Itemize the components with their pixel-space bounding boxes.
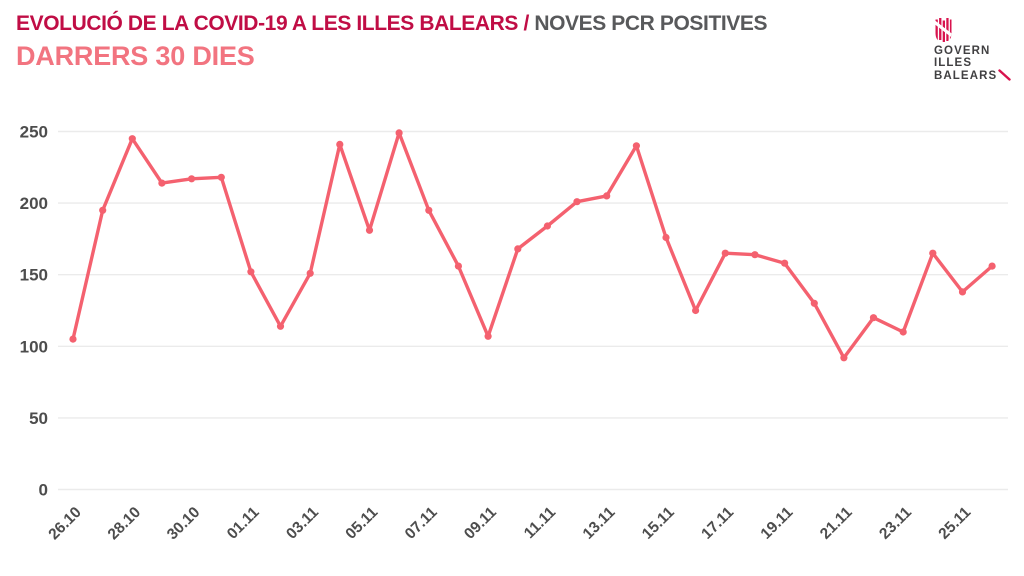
data-point <box>899 328 907 336</box>
page-title: EVOLUCIÓ DE LA COVID-19 A LES ILLES BALE… <box>16 12 768 35</box>
data-point <box>840 354 848 362</box>
data-point <box>988 262 996 270</box>
data-point <box>247 268 255 276</box>
title-secondary: NOVES PCR POSITIVES <box>534 12 768 35</box>
x-tick-label: 30.10 <box>164 504 203 543</box>
data-point <box>454 262 462 270</box>
data-point <box>869 314 878 322</box>
y-tick-label: 150 <box>20 266 48 285</box>
logo-line-1: GOVERN <box>934 45 991 57</box>
logo-text: GOVERN ILLES BALEARS <box>934 45 1014 82</box>
data-point <box>336 140 344 148</box>
y-tick-label: 0 <box>39 481 48 500</box>
title-primary: EVOLUCIÓ DE LA COVID-19 A LES ILLES BALE… <box>16 12 529 35</box>
y-tick-label: 200 <box>20 194 48 213</box>
data-point <box>514 245 522 253</box>
y-tick-label: 250 <box>20 123 48 142</box>
data-point <box>603 192 611 200</box>
data-point <box>188 175 196 183</box>
balearic-crest-icon <box>935 18 952 42</box>
logo-line-3: BALEARS <box>934 69 998 82</box>
x-tick-label: 13.11 <box>580 504 619 543</box>
data-point <box>217 173 225 181</box>
logo-line-2: ILLES <box>934 56 973 69</box>
data-point <box>958 288 967 296</box>
x-tick-label: 17.11 <box>698 504 737 543</box>
data-point <box>810 299 818 307</box>
data-point <box>158 179 166 187</box>
series-line <box>71 131 994 360</box>
data-point <box>306 269 314 277</box>
x-tick-label: 09.11 <box>461 504 500 543</box>
logo-line-3-wrap: BALEARS <box>934 69 1014 82</box>
data-point <box>721 249 729 257</box>
x-tick-label: 07.11 <box>402 504 441 543</box>
page-subtitle: DARRERS 30 DIES <box>16 41 255 72</box>
data-point <box>662 233 670 242</box>
data-point <box>751 251 759 259</box>
govern-illes-balears-logo: GOVERN ILLES BALEARS <box>934 18 1014 82</box>
data-point <box>543 222 552 230</box>
data-point <box>692 306 700 315</box>
y-tick-label: 100 <box>20 337 48 356</box>
x-tick-label: 11.11 <box>521 504 560 543</box>
data-point <box>99 206 107 214</box>
x-tick-label: 03.11 <box>283 504 322 543</box>
data-point <box>484 332 492 340</box>
data-point <box>425 206 433 214</box>
x-tick-label: 15.11 <box>639 504 678 543</box>
x-tick-label: 28.10 <box>105 504 144 543</box>
data-point <box>573 198 581 206</box>
data-point <box>128 135 136 143</box>
x-tick-label: 19.11 <box>758 504 797 543</box>
logo-slash-icon <box>998 69 1011 81</box>
data-point <box>781 259 789 267</box>
data-point <box>69 335 77 343</box>
x-tick-label: 05.11 <box>342 504 381 543</box>
x-tick-label: 23.11 <box>876 504 915 543</box>
data-point <box>365 226 374 234</box>
data-point <box>929 249 937 257</box>
x-tick-label: 26.10 <box>45 504 84 543</box>
header: EVOLUCIÓ DE LA COVID-19 A LES ILLES BALE… <box>16 12 768 72</box>
x-tick-label: 25.11 <box>935 504 974 543</box>
data-point <box>632 142 641 150</box>
x-tick-label: 21.11 <box>817 504 856 543</box>
x-tick-label: 01.11 <box>224 504 263 543</box>
data-point <box>395 129 403 137</box>
data-point <box>276 322 285 330</box>
y-tick-label: 50 <box>29 409 48 428</box>
